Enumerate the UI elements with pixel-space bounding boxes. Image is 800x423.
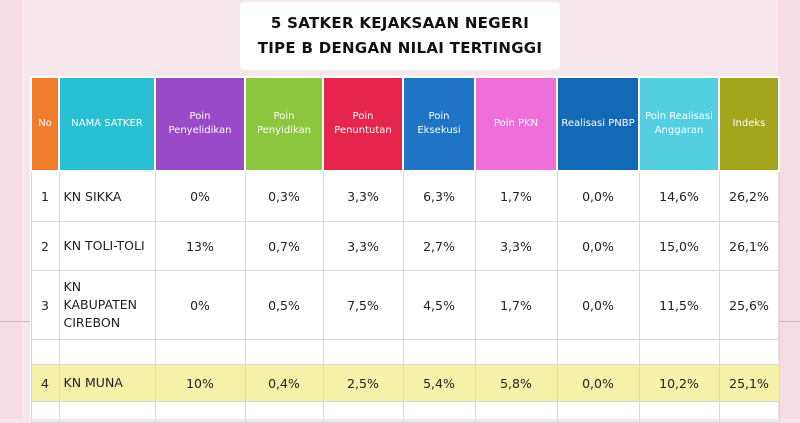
header-no: No <box>30 76 60 172</box>
cell-pnbp: 0,0% <box>556 364 640 402</box>
table-spacer-row <box>30 339 780 365</box>
cell-penuntutan: 7,5% <box>322 270 404 340</box>
ranking-table-container: No NAMA SATKER Poin Penyelidikan Poin Pe… <box>30 76 780 423</box>
cell-name: KN SIKKA <box>58 170 156 222</box>
cell-penyelidikan: 10% <box>154 364 246 402</box>
cell-eksekusi: 2,7% <box>402 221 476 271</box>
ranking-table: No NAMA SATKER Poin Penyelidikan Poin Pe… <box>30 76 780 423</box>
header-row: No NAMA SATKER Poin Penyelidikan Poin Pe… <box>30 76 780 172</box>
cell-penyidikan: 0,7% <box>244 221 324 271</box>
cell-no: 1 <box>30 170 60 222</box>
page-title: 5 SATKER KEJAKSAAN NEGERI TIPE B DENGAN … <box>240 2 560 70</box>
header-poin-pkn: Poin PKN <box>474 76 558 172</box>
right-border-strip <box>778 0 800 419</box>
cell-pnbp: 0,0% <box>556 270 640 340</box>
cell-anggaran: 14,6% <box>638 170 720 222</box>
cell-penyidikan: 0,4% <box>244 364 324 402</box>
header-nama-satker: NAMA SATKER <box>58 76 156 172</box>
cell-indeks: 25,6% <box>718 270 780 340</box>
cell-penuntutan: 3,3% <box>322 170 404 222</box>
cell-eksekusi: 4,5% <box>402 270 476 340</box>
cell-indeks: 25,1% <box>718 364 780 402</box>
header-poin-penyidikan: Poin Penyidikan <box>244 76 324 172</box>
table-spacer-row <box>30 401 780 423</box>
cell-penyelidikan: 0% <box>154 170 246 222</box>
table-row: 1 KN SIKKA 0% 0,3% 3,3% 6,3% 1,7% 0,0% 1… <box>30 170 780 222</box>
cell-penyidikan: 0,3% <box>244 170 324 222</box>
header-poin-penuntutan: Poin Penuntutan <box>322 76 404 172</box>
cell-penyelidikan: 0% <box>154 270 246 340</box>
cell-pkn: 1,7% <box>474 270 558 340</box>
cell-penuntutan: 2,5% <box>322 364 404 402</box>
header-poin-penyelidikan: Poin Penyelidikan <box>154 76 246 172</box>
cell-pkn: 3,3% <box>474 221 558 271</box>
cell-anggaran: 10,2% <box>638 364 720 402</box>
cell-penyelidikan: 13% <box>154 221 246 271</box>
cell-pnbp: 0,0% <box>556 221 640 271</box>
table-row: 2 KN TOLI-TOLI 13% 0,7% 3,3% 2,7% 3,3% 0… <box>30 221 780 271</box>
header-poin-realisasi-anggaran: Poin Realisasi Anggaran <box>638 76 720 172</box>
cell-no: 4 <box>30 364 60 402</box>
title-line-1: 5 SATKER KEJAKSAAN NEGERI <box>270 14 530 32</box>
header-poin-eksekusi: Poin Eksekusi <box>402 76 476 172</box>
cell-penuntutan: 3,3% <box>322 221 404 271</box>
cell-no: 3 <box>30 270 60 340</box>
cell-no: 2 <box>30 221 60 271</box>
header-realisasi-pnbp: Realisasi PNBP <box>556 76 640 172</box>
cell-eksekusi: 5,4% <box>402 364 476 402</box>
cell-pnbp: 0,0% <box>556 170 640 222</box>
cell-pkn: 5,8% <box>474 364 558 402</box>
cell-indeks: 26,1% <box>718 221 780 271</box>
header-indeks: Indeks <box>718 76 780 172</box>
table-row: 3 KN KABUPATEN CIREBON 0% 0,5% 7,5% 4,5%… <box>30 270 780 340</box>
cell-name: KN KABUPATEN CIREBON <box>58 270 156 340</box>
cell-name: KN MUNA <box>58 364 156 402</box>
cell-pkn: 1,7% <box>474 170 558 222</box>
left-border-strip <box>0 0 22 419</box>
title-line-2: TIPE B DENGAN NILAI TERTINGGI <box>257 39 543 57</box>
cell-anggaran: 11,5% <box>638 270 720 340</box>
cell-name: KN TOLI-TOLI <box>58 221 156 271</box>
cell-anggaran: 15,0% <box>638 221 720 271</box>
table-row-highlighted: 4 KN MUNA 10% 0,4% 2,5% 5,4% 5,8% 0,0% 1… <box>30 364 780 402</box>
cell-indeks: 26,2% <box>718 170 780 222</box>
cell-eksekusi: 6,3% <box>402 170 476 222</box>
cell-penyidikan: 0,5% <box>244 270 324 340</box>
